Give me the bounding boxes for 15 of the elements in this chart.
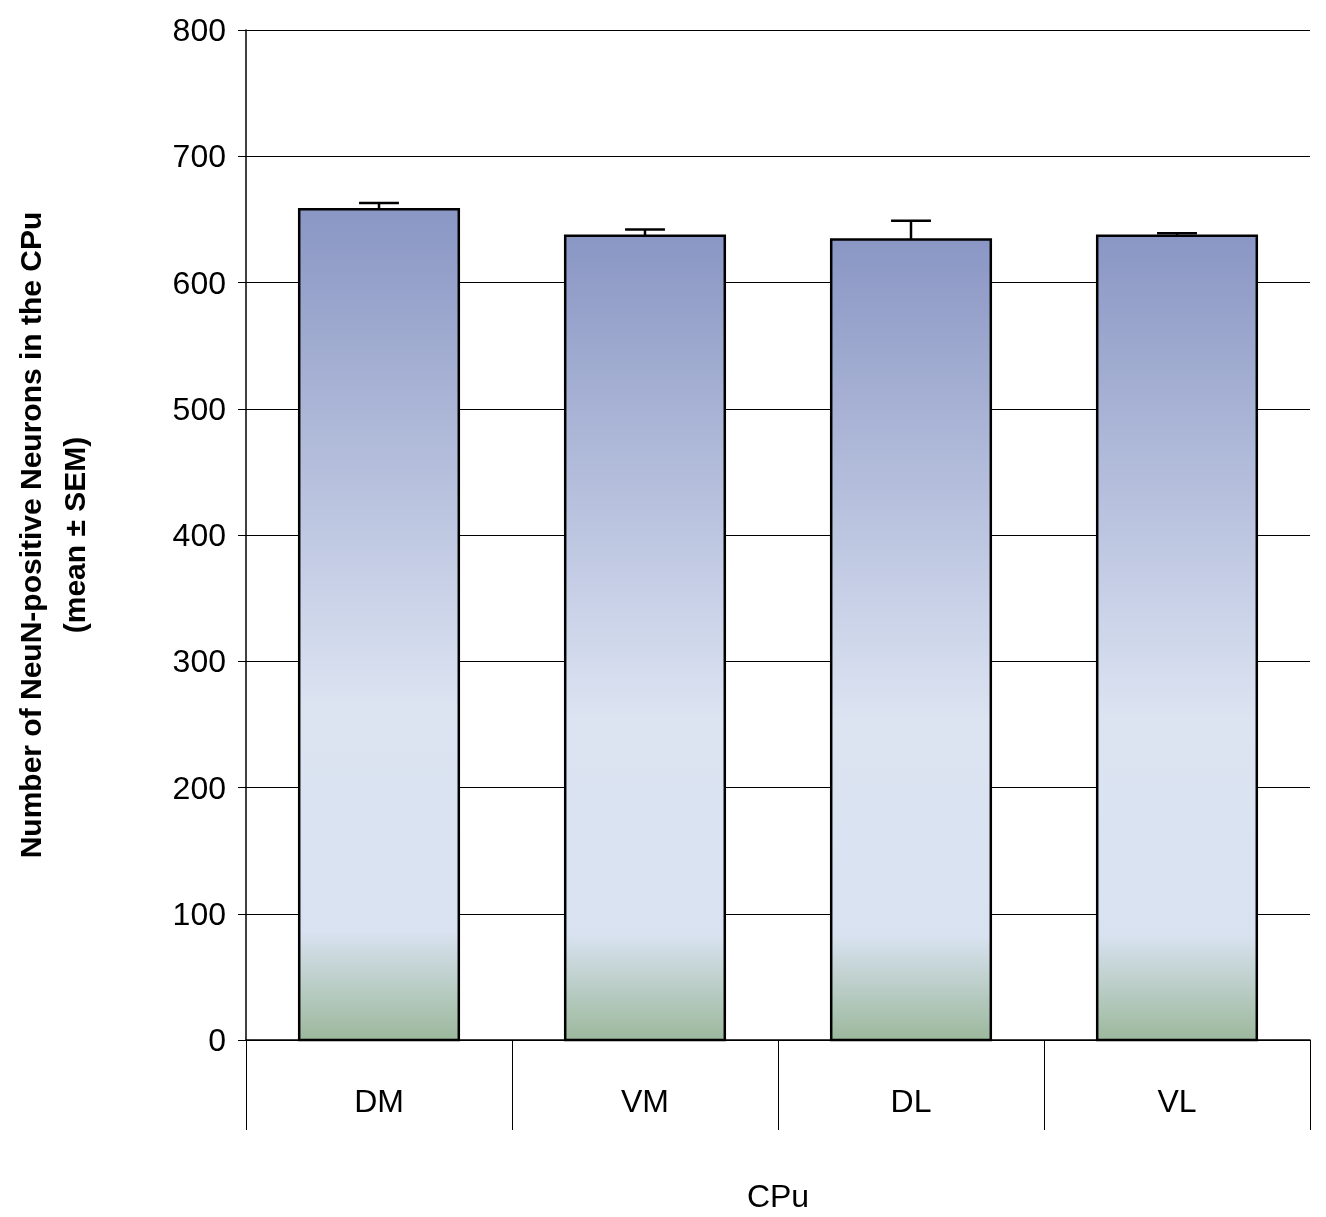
- y-tick-label: 600: [172, 264, 226, 301]
- y-axis-title: Number of NeuN-positive Neurons in the CPu (mean ± SEM): [13, 211, 91, 859]
- y-tick-label: 400: [172, 517, 226, 553]
- y-tick-label: 800: [172, 12, 226, 48]
- y-tick-label: 200: [172, 769, 226, 806]
- y-tick-label: 0: [208, 1022, 226, 1058]
- x-axis-title: CPu: [746, 1178, 810, 1214]
- y-tick-label: 300: [172, 643, 226, 680]
- y-tick-label: 500: [172, 390, 226, 427]
- x-tick-label: VM: [621, 1083, 669, 1119]
- x-tick-label: VL: [1157, 1083, 1197, 1119]
- y-tick-label: 100: [172, 895, 226, 932]
- y-tick-label: 700: [172, 138, 226, 175]
- x-tick-label: DL: [890, 1083, 932, 1119]
- x-tick-label: DM: [354, 1083, 404, 1119]
